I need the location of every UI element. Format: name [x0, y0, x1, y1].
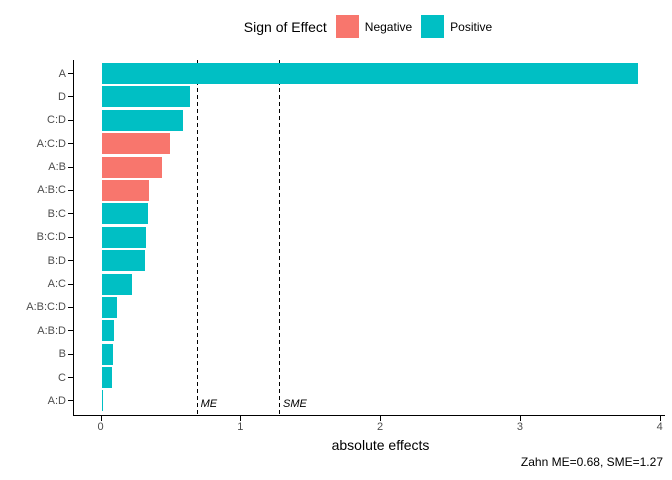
- category-label-A:C:D: A:C:D: [36, 137, 66, 150]
- y-tick: [67, 236, 73, 238]
- category-label-B:C:D: B:C:D: [36, 231, 66, 244]
- refline-me: [196, 59, 198, 415]
- category-label-A: A: [58, 67, 66, 80]
- x-tick-label-4: 4: [656, 421, 663, 433]
- category-label-B:D: B:D: [47, 254, 66, 267]
- negative-color-swatch: [335, 15, 359, 38]
- bar-A:C: [101, 273, 133, 295]
- x-tick-label-3: 3: [516, 421, 523, 433]
- legend-label-negative: Negative: [364, 19, 413, 34]
- legend-title: Sign of Effect: [243, 18, 327, 35]
- bar-A: [101, 63, 639, 85]
- category-label-D: D: [58, 90, 66, 103]
- bar-C:D: [101, 109, 183, 131]
- y-tick: [67, 330, 73, 332]
- category-label-B:C: B:C: [47, 207, 66, 220]
- bar-A:D: [101, 390, 103, 412]
- y-tick: [67, 377, 73, 379]
- refline-label-me: ME: [200, 398, 218, 410]
- bar-C: [101, 367, 112, 389]
- bar-B:D: [101, 250, 145, 272]
- x-tick-label-1: 1: [237, 421, 244, 433]
- x-tick: [240, 416, 242, 421]
- x-tick: [100, 416, 102, 421]
- bar-A:B:D: [101, 320, 115, 342]
- x-tick: [380, 416, 382, 421]
- category-label-A:B:D: A:B:D: [37, 324, 66, 337]
- category-label-A:B:C:D: A:B:C:D: [26, 301, 66, 314]
- caption-zahn-me-sme: Zahn ME=0.68, SME=1.27: [520, 455, 663, 469]
- legend-item-positive: Positive: [421, 15, 492, 38]
- y-tick: [67, 119, 73, 121]
- refline-sme: [279, 59, 281, 415]
- legend-item-negative: Negative: [335, 15, 413, 38]
- category-label-A:B:C: A:B:C: [37, 184, 66, 197]
- plot-panel: ME SME: [72, 59, 665, 416]
- legend-label-positive: Positive: [450, 19, 493, 34]
- y-tick: [67, 213, 73, 215]
- y-tick: [67, 400, 73, 402]
- y-tick: [67, 353, 73, 355]
- refline-label-sme: SME: [283, 398, 307, 410]
- x-tick: [519, 416, 521, 421]
- y-tick: [67, 73, 73, 75]
- bar-B:C: [101, 203, 148, 225]
- bar-A:B:C: [101, 179, 150, 201]
- x-axis-title: absolute effects: [331, 437, 430, 453]
- category-label-A:D: A:D: [47, 394, 66, 407]
- category-label-C: C: [58, 371, 66, 384]
- x-tick-label-0: 0: [97, 421, 104, 433]
- bar-D: [101, 86, 190, 108]
- category-label-A:C: A:C: [47, 278, 66, 291]
- y-tick: [67, 96, 73, 98]
- y-tick: [67, 306, 73, 308]
- category-label-A:B: A:B: [48, 161, 66, 174]
- y-tick: [67, 189, 73, 191]
- x-tick: [659, 416, 661, 421]
- bar-B: [101, 343, 113, 365]
- category-label-B: B: [58, 348, 66, 361]
- y-tick: [67, 260, 73, 262]
- y-tick: [67, 143, 73, 145]
- category-label-C:D: C:D: [47, 114, 66, 127]
- x-tick-label-2: 2: [377, 421, 384, 433]
- bar-B:C:D: [101, 226, 147, 248]
- y-tick: [67, 283, 73, 285]
- bar-A:B:C:D: [101, 296, 117, 318]
- positive-color-swatch: [421, 15, 445, 38]
- legend: Sign of Effect Negative Positive: [72, 14, 664, 39]
- y-tick: [67, 166, 73, 168]
- bar-A:C:D: [101, 133, 170, 155]
- bar-A:B: [101, 156, 162, 178]
